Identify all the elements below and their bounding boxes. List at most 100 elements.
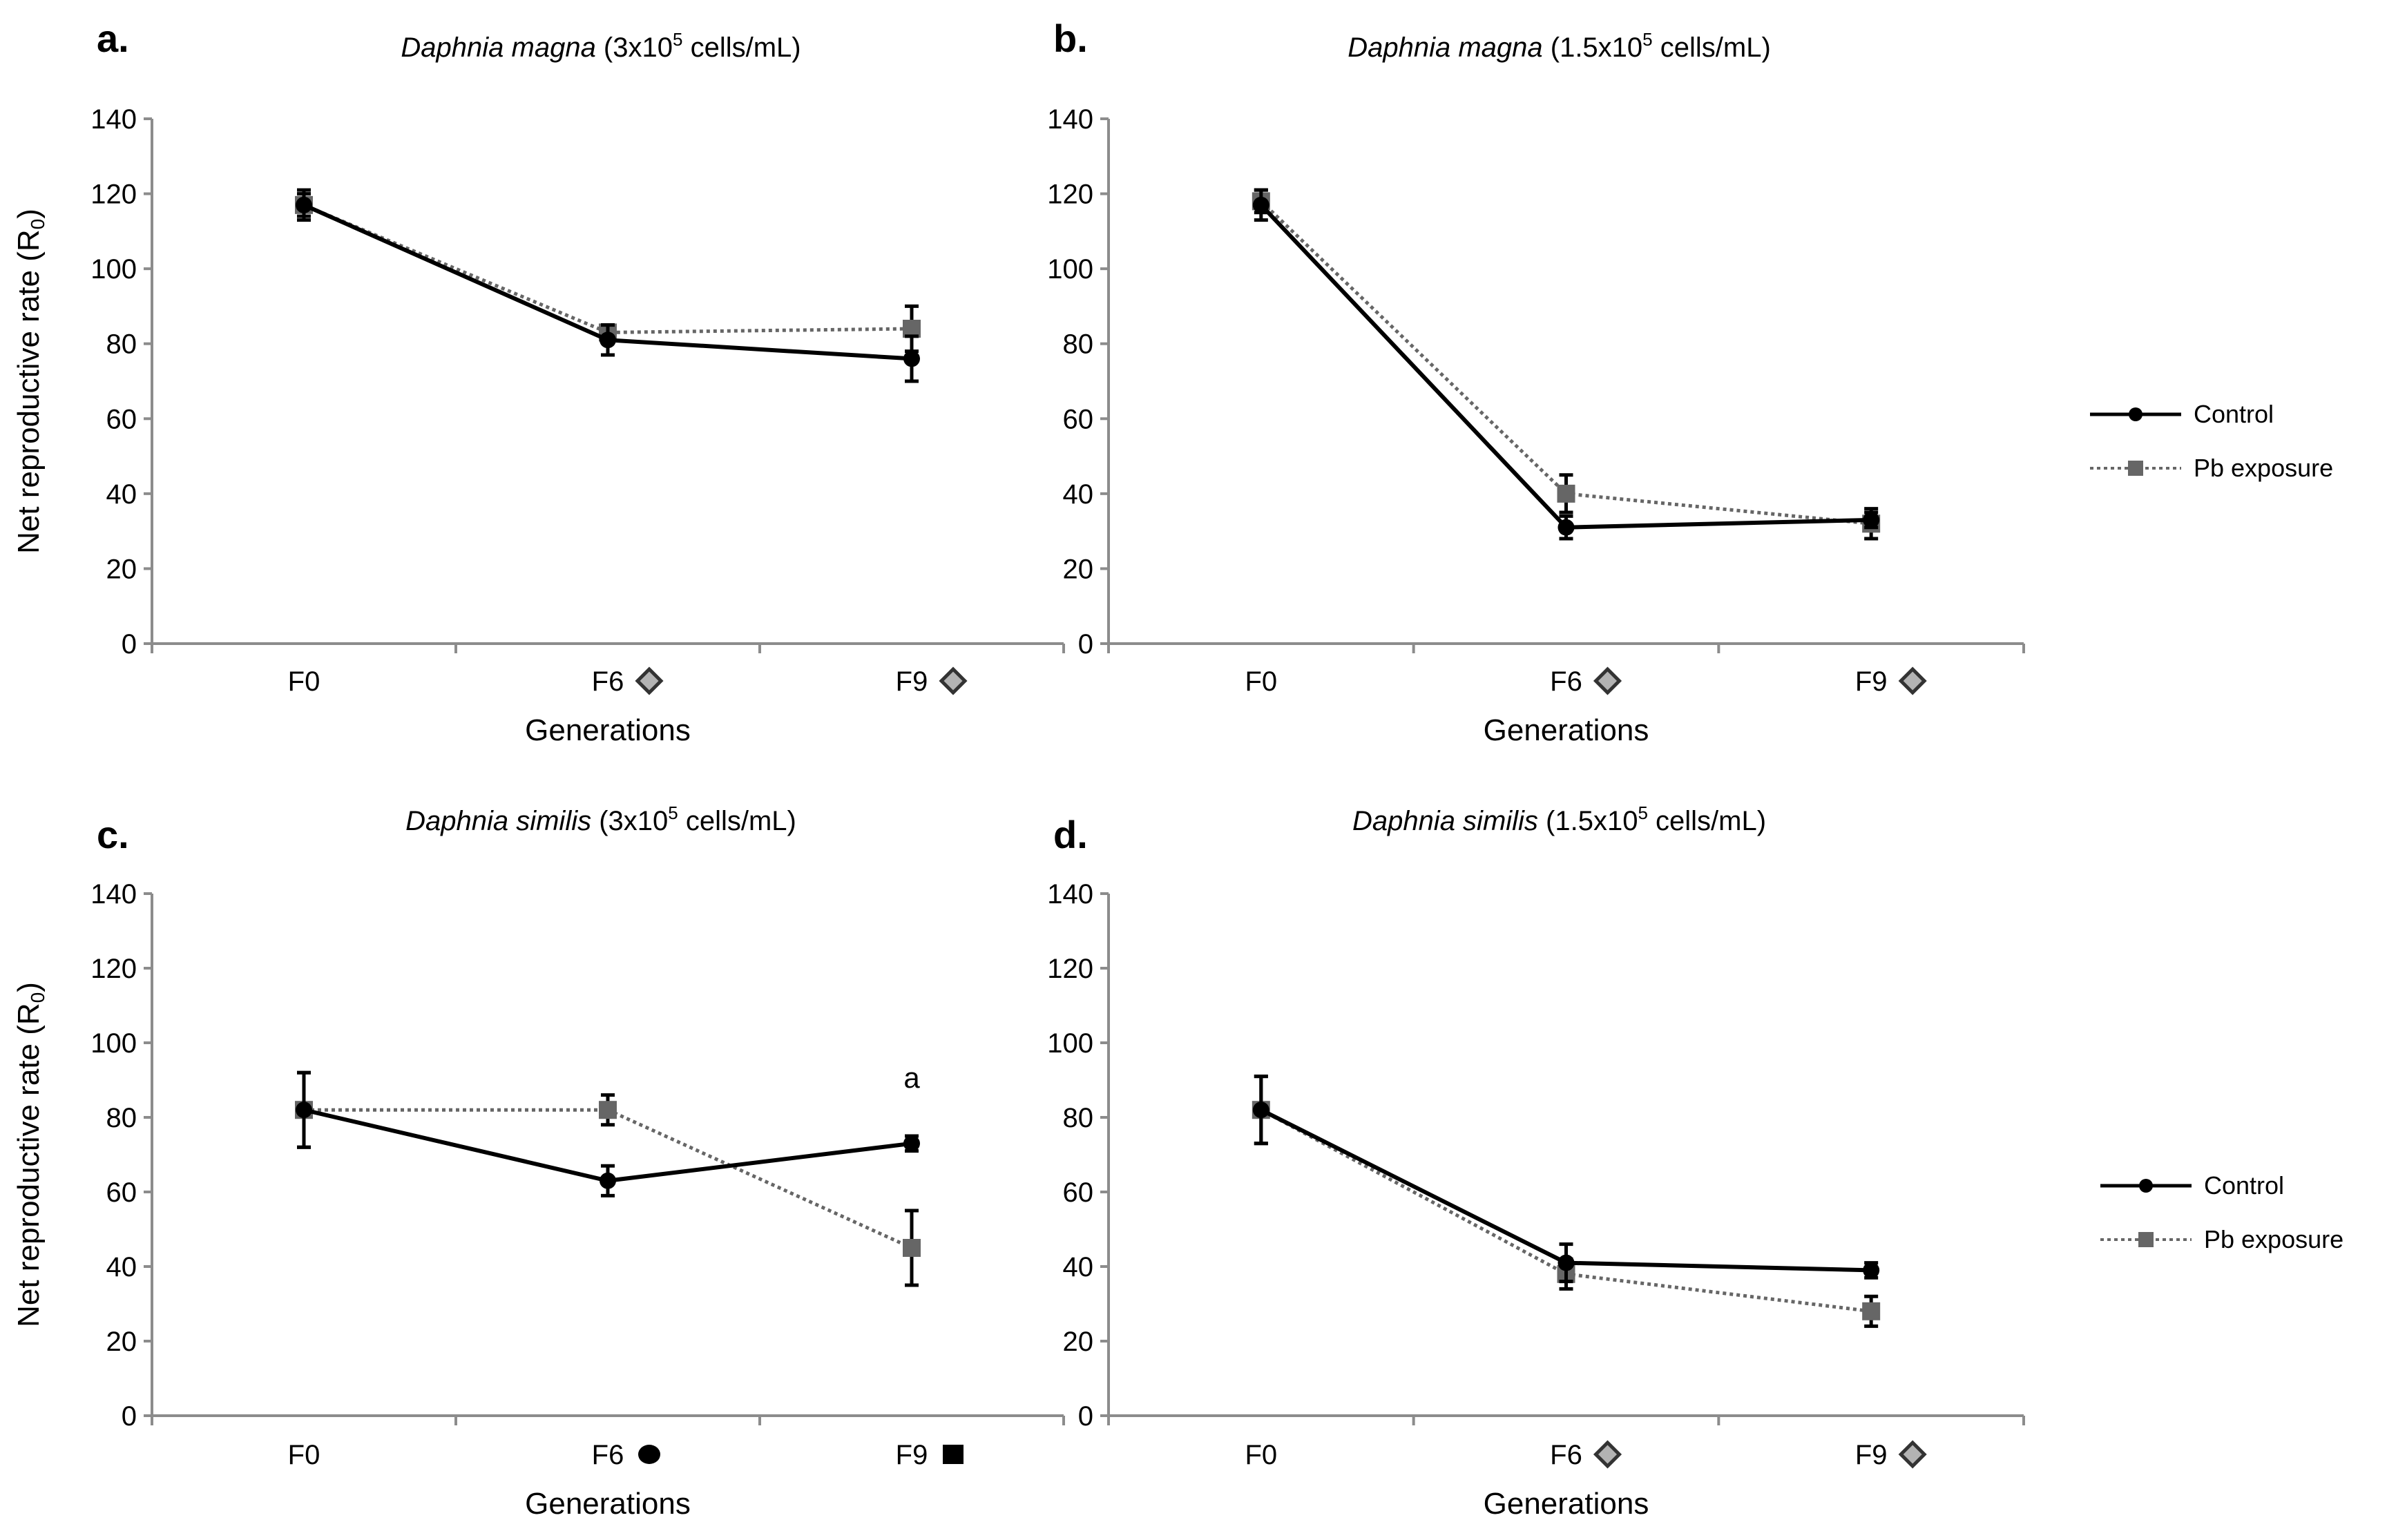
x-axis-title: Generations [525, 1487, 691, 1521]
x-tick-label: F0 [1245, 1440, 1277, 1470]
series-control [296, 1070, 920, 1197]
data-point [1862, 1302, 1881, 1320]
y-title-end: ) [12, 209, 46, 219]
y-title-main: Net reproductive rate (R [12, 1003, 46, 1327]
legend-marker [2129, 407, 2142, 421]
significance-diamond-icon [1593, 1440, 1622, 1469]
y-tick-label: 0 [122, 629, 137, 660]
legend: Control Pb exposure [2100, 1171, 2343, 1253]
chart-panel-a: a. Daphnia magna (3x105 cells/mL) 0 20 40 60 8… [12, 17, 1065, 747]
series-pb-exposure [1252, 188, 1881, 541]
title-species: Daphnia similis [1352, 806, 1538, 836]
y-tick-label: 0 [122, 1401, 137, 1432]
y-title-main: Net reproductive rate (R [12, 229, 46, 554]
chart-title: Daphnia magna (3x105 cells/mL) [401, 29, 801, 63]
data-point [1557, 519, 1575, 536]
y-tick-label: 40 [1063, 479, 1094, 510]
chart-title: Daphnia similis (1.5x105 cells/mL) [1352, 802, 1766, 836]
chart-title: Daphnia magna (1.5x105 cells/mL) [1348, 29, 1771, 63]
title-superscript: 5 [668, 802, 678, 823]
y-tick-label: 80 [1063, 1103, 1094, 1133]
y-tick-label: 120 [90, 954, 137, 984]
data-point [1252, 196, 1269, 213]
title-species: Daphnia magna [1348, 32, 1542, 63]
y-tick-label: 40 [106, 1252, 137, 1282]
legend-label: Control [2194, 400, 2274, 428]
chart-title: Daphnia similis (3x105 cells/mL) [405, 802, 796, 836]
y-tick-label: 60 [106, 1177, 137, 1208]
y-tick-label: 120 [90, 180, 137, 210]
y-title-subscript: 0 [27, 219, 48, 230]
title-species: Daphnia magna [401, 32, 595, 63]
x-tick-label: F6 [592, 1440, 624, 1470]
data-point [1863, 511, 1880, 528]
data-point [903, 1239, 921, 1257]
x-tick-label: F9 [896, 666, 928, 697]
x-axis-title: Generations [1484, 713, 1649, 747]
legend: Control Pb exposure [2090, 400, 2333, 482]
y-title-subscript: 0 [27, 992, 48, 1003]
data-point [296, 196, 312, 213]
y-tick-label: 140 [90, 879, 137, 909]
data-point [1863, 1262, 1880, 1279]
chart-panel-b: b. Daphnia magna (1.5x105 cells/mL) 0 20 40 6… [1047, 17, 2333, 747]
title-suffix: cells/mL) [1653, 32, 1771, 63]
y-tick-label: 80 [106, 329, 137, 360]
data-point [1557, 484, 1575, 503]
y-tick-label: 120 [1047, 954, 1093, 984]
legend-label: Control [2204, 1171, 2284, 1200]
series-line [303, 203, 912, 334]
y-tick-label: 140 [90, 104, 137, 135]
data-point [599, 1101, 617, 1119]
title-prefix: (1.5x10 [1538, 806, 1638, 836]
y-tick-label: 140 [1047, 879, 1093, 909]
series-control [296, 188, 920, 383]
y-tick-label: 0 [1078, 629, 1093, 660]
data-point [600, 1172, 616, 1189]
y-tick-label: 0 [1078, 1401, 1093, 1432]
title-suffix: cells/mL) [678, 806, 796, 836]
significance-circle-icon [638, 1445, 660, 1464]
data-point [1252, 1101, 1269, 1119]
panel-label: b. [1053, 17, 1088, 60]
series-control [1252, 1075, 1880, 1284]
title-superscript: 5 [673, 29, 682, 50]
legend-label: Pb exposure [2194, 454, 2333, 482]
title-superscript: 5 [1638, 802, 1647, 823]
data-point [903, 1135, 920, 1152]
y-tick-label: 80 [1063, 329, 1094, 360]
x-tick-label: F6 [592, 666, 624, 697]
title-suffix: cells/mL) [682, 32, 801, 63]
y-tick-label: 20 [106, 1327, 137, 1357]
y-tick-label: 100 [1047, 254, 1093, 285]
title-prefix: (1.5x10 [1543, 32, 1643, 63]
y-tick-label: 120 [1047, 180, 1093, 210]
x-tick-label: F0 [288, 666, 320, 697]
y-tick-label: 20 [1063, 1327, 1094, 1357]
x-tick-label: F0 [288, 1440, 320, 1470]
x-tick-label: F6 [1550, 666, 1582, 697]
x-tick-label: F9 [1855, 1440, 1888, 1470]
chart-panel-c: c. Daphnia similis (3x105 cells/mL) 0 20 40 6… [12, 802, 1065, 1521]
x-axis-title: Generations [525, 713, 691, 747]
y-tick-label: 60 [106, 404, 137, 434]
y-axis-title: Net reproductive rate (R0) [12, 982, 48, 1327]
title-species: Daphnia similis [405, 806, 591, 836]
y-tick-label: 100 [90, 254, 137, 285]
data-point [296, 1101, 312, 1119]
x-tick-label: F9 [896, 1440, 928, 1470]
data-point [600, 331, 616, 349]
title-superscript: 5 [1642, 29, 1652, 50]
y-tick-label: 100 [90, 1028, 137, 1059]
series-pb-exposure [1252, 1075, 1881, 1328]
panel-label: d. [1053, 813, 1088, 856]
y-tick-label: 40 [1063, 1252, 1094, 1282]
panel-label: c. [97, 813, 129, 856]
data-point [903, 350, 920, 367]
chart-panel-d: d. Daphnia similis (1.5x105 cells/mL) 0 20 4… [1047, 802, 2343, 1521]
y-tick-label: 20 [1063, 554, 1094, 584]
data-point [1557, 1254, 1575, 1271]
series-control [1252, 188, 1880, 541]
legend-marker [2128, 461, 2143, 476]
y-tick-label: 60 [1063, 404, 1094, 434]
